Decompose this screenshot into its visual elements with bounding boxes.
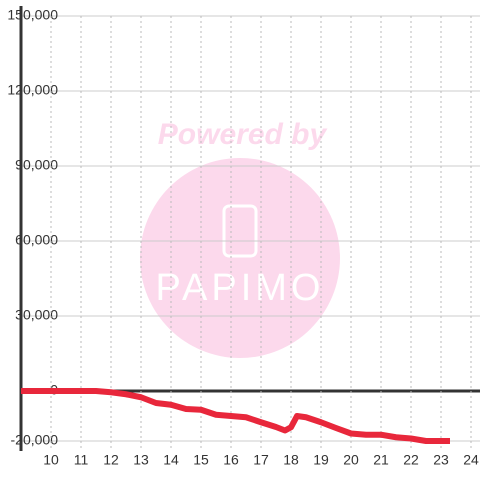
x-tick-label: 16 (223, 452, 239, 468)
x-tick-label: 10 (43, 452, 59, 468)
x-tick-label: 21 (373, 452, 389, 468)
y-tick-label: 150,000 (7, 7, 58, 23)
x-tick-label: 20 (343, 452, 359, 468)
y-tick-label: 90,000 (15, 157, 58, 173)
watermark-circle (140, 158, 340, 358)
watermark-title: Powered by (158, 118, 328, 151)
x-tick-label: 15 (193, 452, 209, 468)
x-tick-label: 13 (133, 452, 149, 468)
x-tick-label: 17 (253, 452, 269, 468)
data-line (21, 388, 450, 444)
y-tick-label: 120,000 (7, 82, 58, 98)
x-tick-label: 18 (283, 452, 299, 468)
watermark-phone (222, 204, 258, 258)
x-tick-label: 14 (163, 452, 179, 468)
y-tick-label: 60,000 (15, 232, 58, 248)
y-tick-label: -20,000 (11, 432, 59, 448)
watermark-brand: PAPIMO (156, 267, 325, 309)
x-tick-label: 23 (433, 452, 449, 468)
x-tick-label: 12 (103, 452, 119, 468)
watermark: Powered by PAPIMO (140, 118, 340, 358)
y-tick-label: 30,000 (15, 307, 58, 323)
x-tick-label: 24 (463, 452, 479, 468)
x-tick-label: 11 (74, 452, 89, 468)
x-tick-label: 19 (313, 452, 329, 468)
x-tick-label: 22 (403, 452, 419, 468)
